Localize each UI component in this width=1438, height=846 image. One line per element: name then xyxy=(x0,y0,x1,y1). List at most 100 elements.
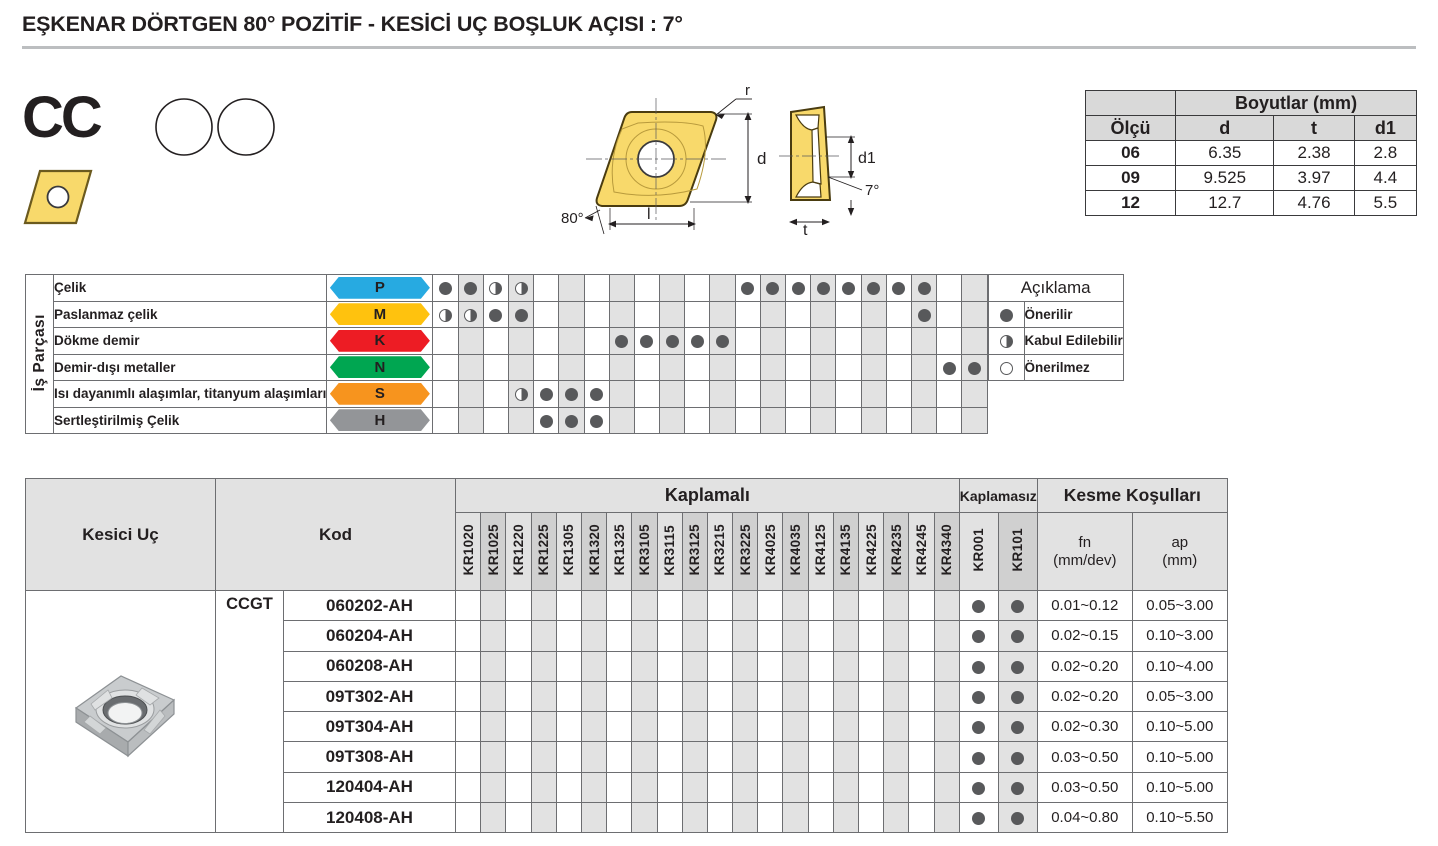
uncoated-grade-cell xyxy=(997,802,1038,834)
coated-grade-cell xyxy=(706,711,734,743)
coated-grade-cell xyxy=(480,650,507,682)
material-grade-cell xyxy=(835,274,862,302)
cutting-ap-value: 0.05~3.00 xyxy=(1131,680,1228,713)
coated-grade-cell xyxy=(732,711,759,743)
dims-t: 3.97 xyxy=(1273,165,1355,191)
legend-label: Önerilmez xyxy=(1023,353,1124,381)
coated-grade-cell xyxy=(883,589,910,622)
coated-grade-cell xyxy=(807,711,834,743)
grade-col-KR001: KR001 xyxy=(958,512,999,591)
material-grade-cell xyxy=(583,353,610,381)
material-grade-cell xyxy=(860,353,887,381)
coated-grade-cell xyxy=(857,650,885,682)
grade-col-KR3105: KR3105 xyxy=(631,512,658,591)
coated-grade-cell xyxy=(782,589,809,622)
coated-grade-cell xyxy=(656,711,683,743)
coated-grade-cell xyxy=(832,650,860,682)
coated-grade-cell xyxy=(480,771,507,804)
coated-grade-cell xyxy=(681,589,708,622)
rating-none-icon xyxy=(999,361,1013,375)
material-grade-cell xyxy=(835,353,862,381)
rating-full-icon xyxy=(1011,781,1025,795)
coated-grade-cell xyxy=(933,802,960,834)
insert-code: 120408-AH xyxy=(283,802,456,834)
material-grade-cell xyxy=(860,274,887,302)
material-grade-cell xyxy=(583,274,610,302)
material-grade-cell xyxy=(810,300,837,328)
material-grade-cell xyxy=(910,406,938,434)
rating-full-icon xyxy=(1011,721,1025,735)
material-grade-cell xyxy=(608,380,635,408)
material-grade-cell xyxy=(810,327,837,355)
material-name: Demir-dışı metaller xyxy=(52,353,328,381)
coated-grade-cell xyxy=(530,589,557,622)
material-grade-cell xyxy=(835,327,862,355)
uncoated-grade-cell xyxy=(997,680,1038,713)
coated-grade-cell xyxy=(580,741,608,773)
grade-col-KR3215: KR3215 xyxy=(706,512,734,591)
material-grade-cell xyxy=(432,406,459,434)
coated-grade-cell xyxy=(681,741,708,773)
hole-type-icons xyxy=(152,96,292,163)
rating-full-icon xyxy=(942,361,956,375)
shape-code-label: CC xyxy=(22,85,103,150)
rating-full-icon xyxy=(972,660,986,674)
material-grade-cell xyxy=(583,406,610,434)
coated-grade-cell xyxy=(681,650,708,682)
material-grade-cell xyxy=(659,406,686,434)
coated-grade-cell xyxy=(807,620,834,652)
material-grade-cell xyxy=(961,380,988,408)
dims-group-header: Boyutlar (mm) xyxy=(1175,90,1417,116)
material-grade-cell xyxy=(785,327,812,355)
coated-grade-cell xyxy=(933,771,960,804)
material-grade-cell xyxy=(885,300,912,328)
grade-col-KR4225: KR4225 xyxy=(857,512,885,591)
insert-code: 09T302-AH xyxy=(283,680,456,713)
grade-col-KR4125: KR4125 xyxy=(807,512,834,591)
coated-grade-cell xyxy=(505,771,532,804)
material-grade-cell xyxy=(860,300,887,328)
coated-grade-cell xyxy=(706,650,734,682)
material-grade-cell xyxy=(936,406,963,434)
coated-grade-cell xyxy=(606,680,633,713)
coated-grade-cell xyxy=(706,802,734,834)
coated-grade-cell xyxy=(832,741,860,773)
coated-grade-cell xyxy=(505,711,532,743)
group-header-kaplamali: Kaplamalı xyxy=(455,478,960,513)
rating-full-icon xyxy=(972,600,986,614)
coated-grade-cell xyxy=(480,620,507,652)
material-grade-cell xyxy=(558,274,585,302)
coated-grade-cell xyxy=(480,589,507,622)
material-grade-cell xyxy=(608,406,635,434)
table-row: 060208-AH 0.02~0.20 0.10~4.00 xyxy=(26,650,1228,682)
coated-grade-cell xyxy=(555,680,582,713)
coated-grade-cell xyxy=(656,771,683,804)
coated-grade-cell xyxy=(530,771,557,804)
table-row: CCGT 060202-AH 0.01~0.12 0.05~3.00 xyxy=(25,589,1228,834)
cutting-ap-value: 0.10~4.00 xyxy=(1131,650,1228,682)
coated-grade-cell xyxy=(757,680,784,713)
legend-symbol xyxy=(987,327,1025,355)
coated-grade-cell xyxy=(782,711,809,743)
cutting-fn-value: 0.03~0.50 xyxy=(1036,741,1133,773)
coated-grade-cell xyxy=(706,741,734,773)
coated-grade-cell xyxy=(933,620,960,652)
col-header-ap: ap (mm) xyxy=(1131,512,1228,591)
grade-col-KR1020: KR1020 xyxy=(454,512,482,591)
material-grade-cell xyxy=(709,274,736,302)
grade-col-KR3225: KR3225 xyxy=(732,512,759,591)
rating-full-icon xyxy=(539,414,553,428)
rating-full-icon xyxy=(741,282,755,296)
rating-full-icon xyxy=(972,630,986,644)
material-row: Sertleştirilmiş Çelik H xyxy=(26,406,988,434)
coated-grade-cell xyxy=(782,771,809,804)
coated-grade-cell xyxy=(883,711,910,743)
material-grade-cell xyxy=(961,327,988,355)
material-grade-cell xyxy=(507,300,535,328)
coated-grade-cell xyxy=(908,711,935,743)
coated-grade-cell xyxy=(732,771,759,804)
grade-col-KR1320: KR1320 xyxy=(580,512,608,591)
table-row: 09T302-AH 0.02~0.20 0.05~3.00 xyxy=(26,680,1228,713)
material-grade-cell xyxy=(709,406,736,434)
iso-group-chip-h: H xyxy=(326,406,434,434)
